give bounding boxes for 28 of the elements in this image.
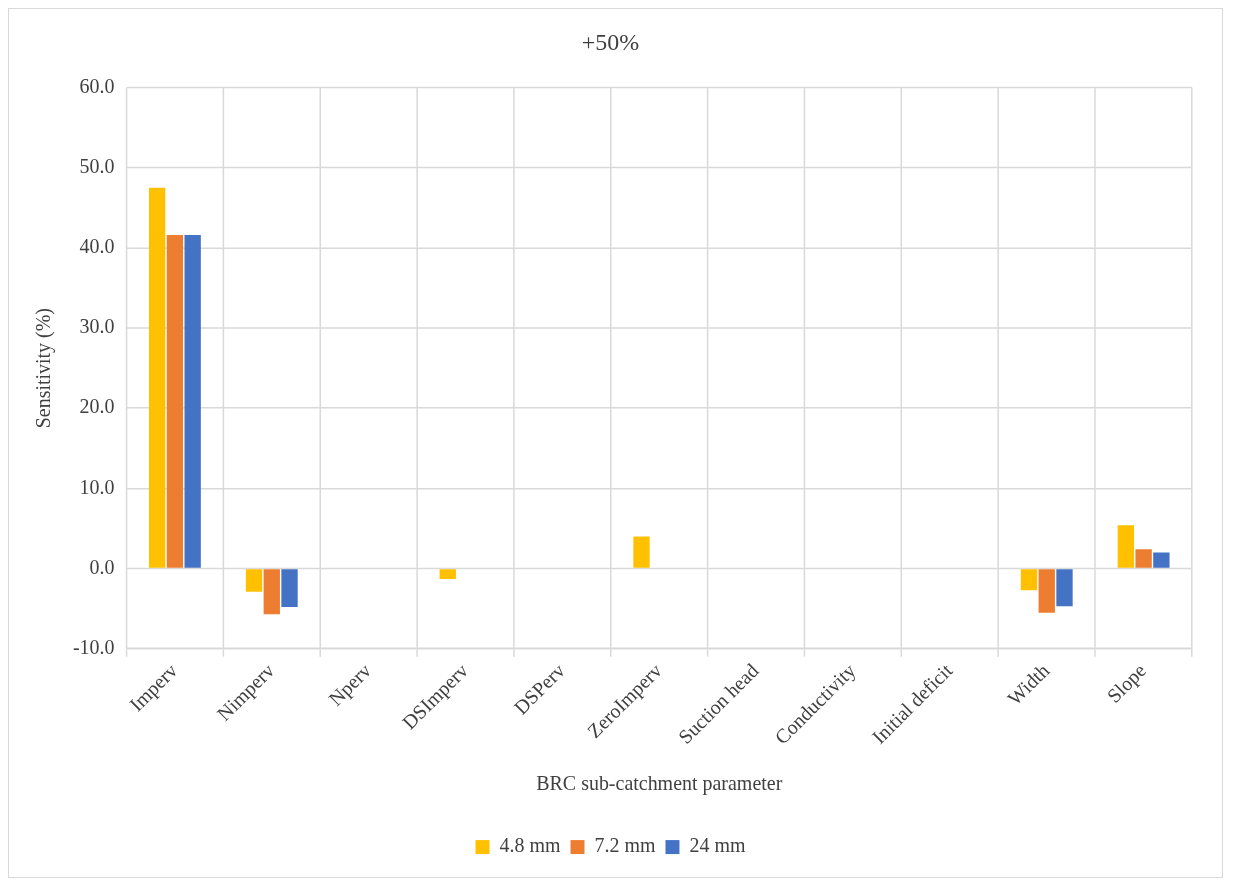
bar — [439, 569, 456, 579]
y-tick-label: -10.0 — [72, 635, 115, 658]
bar — [184, 235, 201, 568]
y-tick-label: 30.0 — [79, 315, 115, 338]
bar — [1135, 549, 1152, 568]
legend-label: 7.2 mm — [594, 834, 656, 857]
bar — [281, 569, 298, 608]
bar — [1153, 552, 1170, 568]
bar — [1117, 525, 1135, 568]
y-tick-label: 0.0 — [89, 555, 115, 578]
legend-label: 4.8 mm — [499, 834, 561, 857]
bar — [1056, 569, 1073, 607]
y-tick-label: 40.0 — [79, 235, 115, 258]
y-tick-label: 50.0 — [79, 155, 115, 178]
legend-label: 24 mm — [689, 834, 746, 857]
bar — [166, 235, 184, 568]
bar — [633, 536, 650, 568]
y-axis-title: Sensitivity (%) — [32, 308, 56, 429]
bar — [148, 187, 166, 568]
bar — [1020, 569, 1038, 591]
bar — [245, 569, 263, 592]
bar — [1038, 569, 1055, 613]
y-tick-label: 60.0 — [79, 74, 115, 97]
y-tick-label: 10.0 — [79, 475, 115, 498]
bar — [263, 569, 280, 615]
y-tick-label: 20.0 — [79, 395, 115, 418]
chart-title: +50% — [581, 28, 640, 55]
x-axis-title: BRC sub-catchment parameter — [536, 772, 783, 796]
